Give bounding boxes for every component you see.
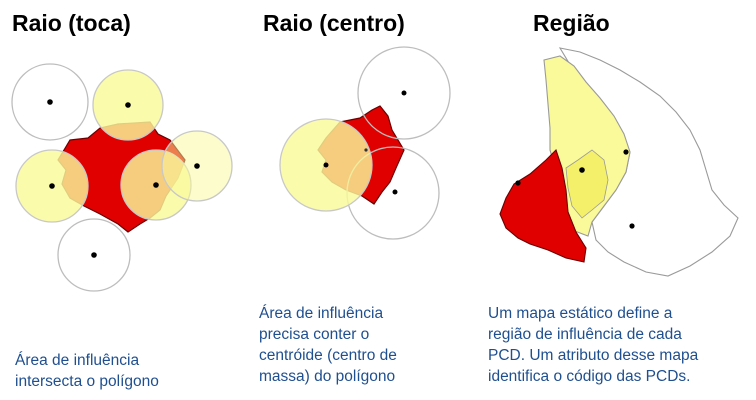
- station-point: [323, 162, 329, 168]
- station-points: [47, 99, 200, 258]
- station-points: [323, 90, 407, 195]
- station-points: [515, 149, 635, 229]
- influence-circle-empty: [357, 46, 451, 140]
- region-red: [499, 148, 587, 263]
- station-point: [515, 180, 521, 186]
- station-point: [125, 102, 131, 108]
- panel-title-regiao: Região: [533, 10, 610, 36]
- station-point: [47, 99, 53, 105]
- station-point: [153, 182, 159, 188]
- station-point: [401, 90, 407, 96]
- station-point: [392, 189, 398, 195]
- station-point: [579, 167, 585, 173]
- station-point: [623, 149, 629, 155]
- station-point: [629, 223, 635, 229]
- centroid-point: [364, 148, 368, 152]
- influence-circle-empty: [11, 63, 89, 141]
- panel-title-raio-toca: Raio (toca): [12, 10, 131, 36]
- station-point: [194, 163, 200, 169]
- station-point: [91, 252, 97, 258]
- panel-caption-raio-toca: Área de influência intersecta o polígono: [15, 352, 159, 390]
- region-yellow-overlap: [565, 149, 609, 219]
- panel-caption-regiao: Um mapa estático define a região de infl…: [488, 305, 699, 385]
- panel-title-raio-centro: Raio (centro): [263, 10, 405, 36]
- panel-caption-raio-centro: Área de influência precisa conter o cent…: [259, 305, 397, 385]
- influence-circle-empty: [57, 218, 131, 292]
- station-point: [49, 183, 55, 189]
